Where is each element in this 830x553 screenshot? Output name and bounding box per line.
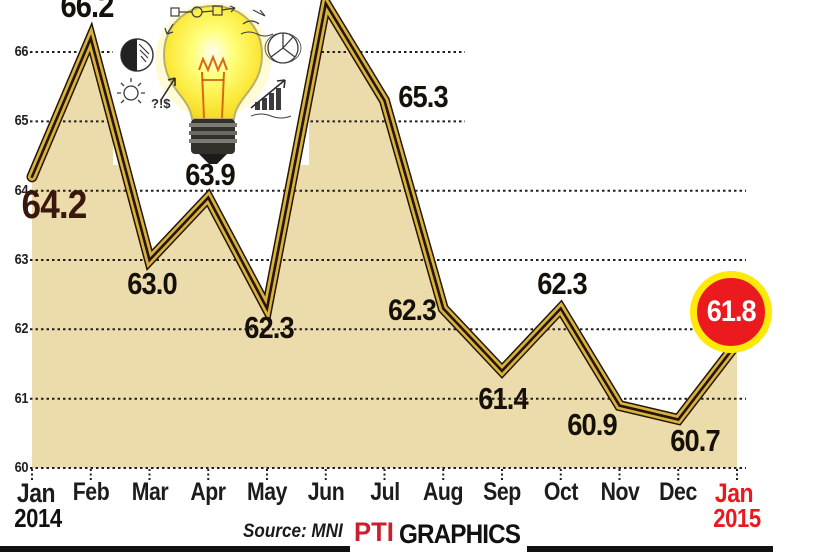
footer-rule-left [0, 546, 350, 552]
value-label-dec: 60.7 [670, 423, 720, 458]
month-label-jul: Jul [369, 478, 400, 506]
y-tick-label-61: 61 [14, 389, 29, 407]
month-label-oct: Oct [543, 478, 579, 506]
month-label-mar: Mar [131, 478, 168, 506]
x-axis-ticks [31, 469, 738, 480]
source-label: Source: [243, 521, 307, 542]
start-year-label: 2014 [14, 503, 62, 533]
month-label-nov: Nov [600, 478, 639, 506]
value-label-jul: 65.3 [398, 79, 448, 114]
value-label-apr: 63.9 [185, 157, 235, 192]
month-label-jun: Jun [307, 478, 345, 506]
graphics-wordmark: GRAPHICS [399, 519, 521, 549]
bulb-base [189, 119, 237, 164]
line-core [30, 0, 739, 421]
value-label-feb: 66.2 [60, 0, 114, 24]
y-tick-label-64: 64 [14, 181, 29, 199]
value-label-aug: 62.3 [388, 294, 437, 327]
pti-logo: PTI [354, 517, 394, 547]
month-label-may: May [246, 478, 288, 506]
month-label-dec: Dec [659, 478, 698, 506]
area-fill [32, 3, 737, 468]
value-label-may: 62.3 [244, 310, 294, 345]
doodle-symbols-text: ?!$ [151, 96, 171, 111]
source-value: MNI [311, 521, 343, 542]
month-label-aug: Aug [423, 478, 464, 506]
value-label-sep: 61.4 [478, 381, 528, 416]
value-label-nov: 60.9 [567, 407, 617, 442]
month-label-jan-2014: Jan [16, 478, 56, 508]
value-label-oct: 62.3 [537, 266, 587, 301]
y-tick-label-60: 60 [14, 459, 29, 476]
highlight-badge: 61.8 [690, 271, 772, 353]
month-label-feb: Feb [72, 478, 110, 506]
doodle-idea-icon [117, 78, 145, 104]
month-label-jan-2015: Jan [714, 478, 754, 508]
y-tick-label-66: 66 [14, 43, 29, 60]
lightbulb-illustration: ?!$ [113, 0, 309, 165]
doodle-flowchart-icon [164, 5, 274, 37]
source-note: Source: MNI [243, 521, 343, 543]
footer-rule-right [527, 546, 773, 552]
y-tick-label-63: 63 [14, 251, 29, 268]
month-label-sep: Sep [483, 478, 521, 506]
y-tick-label-62: 62 [14, 320, 29, 338]
doodle-pie-sketch-icon [264, 32, 302, 64]
month-label-apr: Apr [190, 478, 227, 506]
bulb-filament [198, 54, 228, 119]
doodle-pie-icon [120, 38, 154, 72]
value-label-mar: 63.0 [127, 266, 177, 301]
highlight-value: 61.8 [706, 295, 757, 328]
gridlines [30, 51, 746, 469]
doodle-bar-chart-icon [250, 79, 292, 119]
doodle-arrow-icon [160, 77, 176, 101]
end-year-label: 2015 [713, 503, 761, 533]
value-label-jan-2014: 64.2 [21, 183, 88, 227]
y-tick-label-65: 65 [14, 112, 29, 130]
